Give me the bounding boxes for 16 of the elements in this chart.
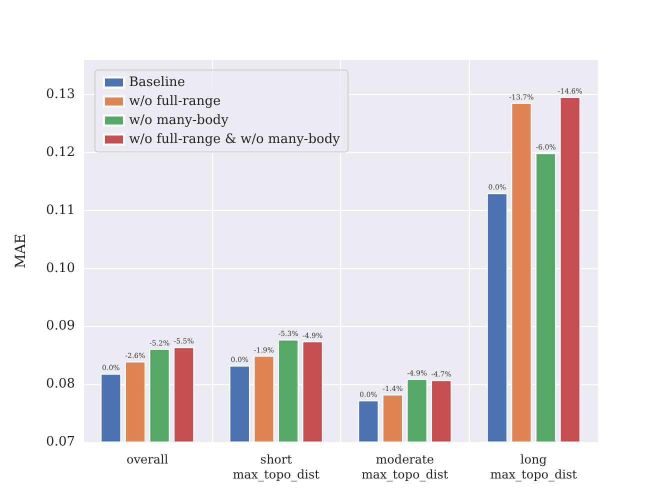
- y-tick-label: 0.07: [46, 434, 75, 450]
- y-tick-label: 0.13: [46, 87, 75, 102]
- y-tick-label: 0.11: [46, 202, 75, 218]
- y-tick-label: 0.12: [46, 145, 75, 160]
- y-tick-label: 0.10: [46, 260, 75, 276]
- x-tick-label: overall: [126, 452, 168, 466]
- x-tick-label: long max_topo_dist: [490, 452, 578, 482]
- legend-label: w/o full-range: [129, 94, 222, 109]
- y-tick-label: 0.09: [46, 318, 75, 334]
- x-tick-label: short max_topo_dist: [232, 452, 320, 482]
- x-tick-label: moderate max_topo_dist: [361, 452, 448, 482]
- y-axis-title: MAE: [13, 234, 29, 268]
- legend-label: w/o many-body: [129, 113, 230, 128]
- legend-label: w/o full-range & w/o many-body: [129, 132, 341, 147]
- legend-label: Baseline: [129, 75, 186, 90]
- y-tick-label: 0.08: [46, 376, 75, 392]
